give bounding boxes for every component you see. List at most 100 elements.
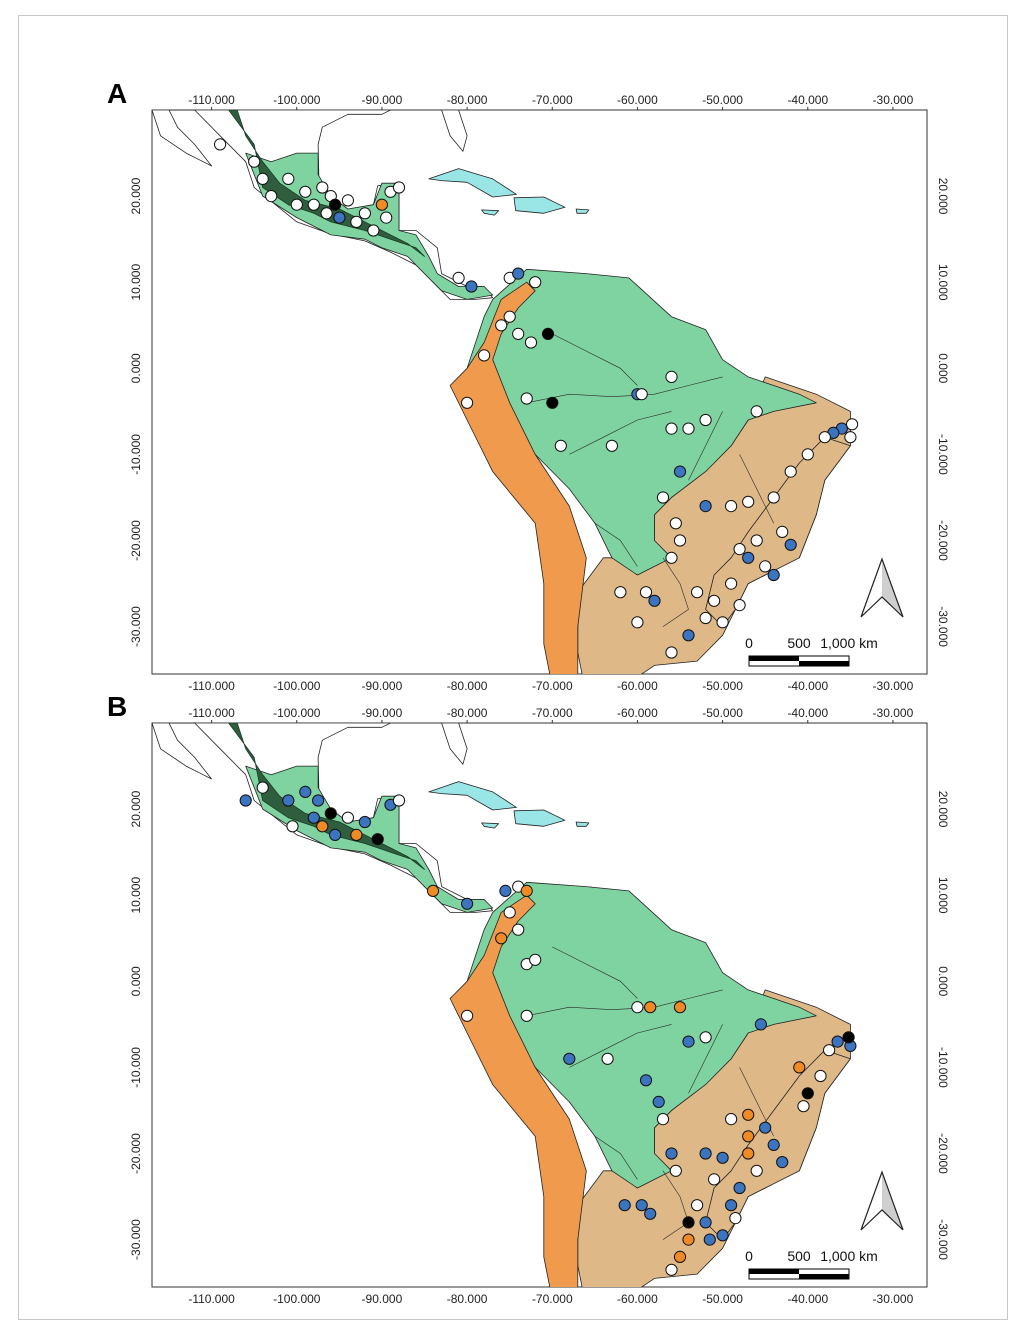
occurrence-point-blue xyxy=(461,897,474,910)
occurrence-point-blue xyxy=(652,1095,665,1109)
occurrence-point-blue xyxy=(759,1121,772,1134)
occurrence-point-white xyxy=(844,431,857,444)
x-tick-bottom: -110.000 xyxy=(188,1292,235,1306)
mexico-pine-oak-forest xyxy=(228,723,425,870)
occurrence-point-black xyxy=(682,1216,695,1229)
occurrence-point-white xyxy=(503,906,516,919)
region-boundary-line xyxy=(739,454,774,524)
occurrence-point-white xyxy=(256,781,269,794)
occurrence-point-black xyxy=(546,396,559,409)
occurrence-point-white xyxy=(367,224,380,237)
hispaniola-island xyxy=(513,196,566,214)
occurrence-point-white xyxy=(691,1199,704,1212)
occurrence-point-white xyxy=(529,953,542,966)
hispaniola-island xyxy=(513,809,566,827)
occurrence-point-blue xyxy=(733,1181,746,1195)
occurrence-point-white xyxy=(797,1100,810,1113)
occurrence-point-white xyxy=(846,418,859,431)
occurrence-point-blue xyxy=(618,1199,631,1212)
occurrence-point-blue xyxy=(333,211,346,224)
occurrence-point-white xyxy=(691,586,704,599)
x-tick-bottom: -80.000 xyxy=(447,679,488,693)
occurrence-point-white xyxy=(750,1164,763,1177)
occurrence-point-white xyxy=(478,349,491,362)
occurrence-point-white xyxy=(725,577,738,590)
map-layers xyxy=(152,110,859,674)
occurrence-point-blue xyxy=(742,551,755,564)
scale-label-1000: 1,000 km xyxy=(820,1248,878,1264)
occurrence-point-orange xyxy=(350,828,363,842)
occurrence-point-orange xyxy=(426,884,440,898)
occurrence-point-white xyxy=(265,190,278,203)
region-boundary-line xyxy=(569,1024,672,1068)
scale-label-500: 500 xyxy=(787,635,811,651)
y-tick-right: 20.000 xyxy=(936,178,950,215)
occurrence-point-white xyxy=(814,1069,827,1083)
occurrence-point-white xyxy=(452,271,465,284)
y-tick-right: -20.000 xyxy=(936,1133,950,1174)
occurrence-point-white xyxy=(801,448,814,461)
occurrence-point-white xyxy=(282,172,295,185)
y-tick-left: -10.000 xyxy=(129,434,143,475)
occurrence-point-white xyxy=(461,1009,474,1022)
occurrence-point-blue xyxy=(682,629,695,642)
occurrence-point-blue xyxy=(239,794,252,807)
occurrence-point-blue xyxy=(639,1074,653,1087)
occurrence-point-blue xyxy=(648,594,661,607)
occurrence-point-white xyxy=(256,172,269,185)
cuba-island xyxy=(428,781,517,811)
region-boundary-line xyxy=(569,411,672,455)
occurrence-point-white xyxy=(520,1009,533,1022)
occurrence-point-blue xyxy=(699,1147,712,1160)
x-tick-top: -60.000 xyxy=(617,706,658,720)
occurrence-point-white xyxy=(392,181,406,194)
occurrence-point-blue xyxy=(512,267,525,280)
occurrence-point-blue xyxy=(673,465,687,478)
occurrence-point-white xyxy=(725,500,738,513)
x-tick-top: -30.000 xyxy=(873,706,914,720)
occurrence-point-blue xyxy=(754,1018,768,1031)
occurrence-point-white xyxy=(784,465,797,478)
occurrence-point-blue xyxy=(299,785,312,799)
occurrence-point-blue xyxy=(329,828,342,842)
panel-label: A xyxy=(107,78,127,109)
panel-label: B xyxy=(107,691,127,722)
y-tick-right: -30.000 xyxy=(936,606,950,647)
occurrence-point-white xyxy=(725,1113,738,1126)
occurrence-point-white xyxy=(776,525,789,539)
region-boundary-line xyxy=(594,523,638,567)
region-boundary-line xyxy=(594,1136,638,1180)
occurrence-point-orange xyxy=(316,820,329,833)
occurrence-point-blue xyxy=(767,1138,780,1152)
occurrence-point-white xyxy=(635,388,648,401)
occurrence-point-white xyxy=(512,327,525,340)
scale-bar-seg xyxy=(749,1269,799,1274)
occurrence-point-orange xyxy=(742,1130,755,1143)
y-tick-right: -30.000 xyxy=(936,1219,950,1260)
occurrence-point-white xyxy=(699,413,712,427)
x-tick-bottom: -110.000 xyxy=(188,679,235,693)
x-tick-top: -110.000 xyxy=(188,706,235,720)
occurrence-point-blue xyxy=(465,280,478,293)
occurrence-point-white xyxy=(380,211,393,224)
occurrence-point-black xyxy=(541,327,555,340)
occurrence-point-blue xyxy=(699,500,712,513)
occurrence-point-white xyxy=(767,491,780,504)
x-tick-bottom: -40.000 xyxy=(787,1292,828,1306)
y-tick-right: 20.000 xyxy=(936,791,950,828)
x-tick-bottom: -50.000 xyxy=(702,679,743,693)
occurrence-point-white xyxy=(341,811,354,824)
x-tick-top: -30.000 xyxy=(873,93,914,107)
occurrence-point-white xyxy=(316,181,329,194)
occurrence-point-blue xyxy=(776,1156,789,1169)
baja-coast xyxy=(152,110,213,167)
scale-bar-seg xyxy=(799,661,849,666)
occurrence-point-black xyxy=(324,807,337,820)
x-tick-bottom: -60.000 xyxy=(617,679,658,693)
x-tick-bottom: -60.000 xyxy=(617,1292,658,1306)
region-boundary-line xyxy=(552,946,638,999)
scale-label-0: 0 xyxy=(745,1248,753,1264)
occurrence-point-white xyxy=(520,392,533,405)
x-tick-top: -60.000 xyxy=(617,93,658,107)
